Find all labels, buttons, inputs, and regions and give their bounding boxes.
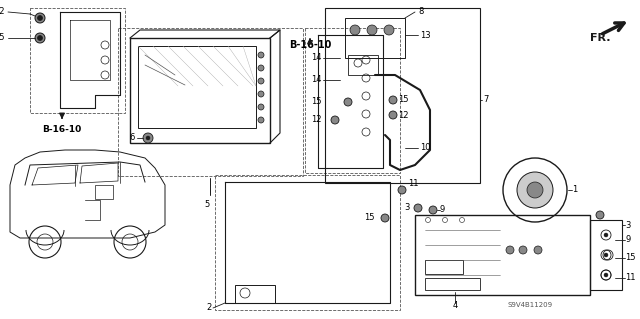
Circle shape xyxy=(38,16,42,20)
Circle shape xyxy=(604,273,608,277)
Circle shape xyxy=(331,116,339,124)
Circle shape xyxy=(146,136,150,140)
Text: 14: 14 xyxy=(312,54,322,63)
Bar xyxy=(305,28,400,173)
Bar xyxy=(118,28,303,176)
Circle shape xyxy=(258,91,264,97)
Bar xyxy=(235,285,275,303)
Text: 7: 7 xyxy=(483,95,488,105)
Bar xyxy=(215,175,400,310)
Text: 8: 8 xyxy=(418,6,424,16)
Circle shape xyxy=(534,246,542,254)
Circle shape xyxy=(143,133,153,143)
Circle shape xyxy=(35,33,45,43)
Text: 15: 15 xyxy=(365,213,375,222)
Text: 6: 6 xyxy=(130,133,135,143)
Bar xyxy=(425,278,480,290)
Circle shape xyxy=(35,13,45,23)
Text: 12: 12 xyxy=(0,8,5,17)
Text: 4: 4 xyxy=(452,300,458,309)
Circle shape xyxy=(519,246,527,254)
Text: 12: 12 xyxy=(398,110,408,120)
Text: 5: 5 xyxy=(204,200,210,209)
Text: 3: 3 xyxy=(404,204,410,212)
Circle shape xyxy=(527,182,543,198)
Circle shape xyxy=(389,96,397,104)
Bar xyxy=(590,220,622,290)
Circle shape xyxy=(344,98,352,106)
Circle shape xyxy=(596,211,604,219)
Bar xyxy=(130,38,270,143)
Text: 15: 15 xyxy=(398,95,408,105)
Circle shape xyxy=(258,117,264,123)
Bar xyxy=(30,8,125,113)
Text: 11: 11 xyxy=(408,179,419,188)
Bar xyxy=(325,8,480,183)
Circle shape xyxy=(258,78,264,84)
Text: 10: 10 xyxy=(420,144,431,152)
Text: 2: 2 xyxy=(207,303,212,313)
Text: 3: 3 xyxy=(625,220,630,229)
Text: 13: 13 xyxy=(420,31,431,40)
Text: 12: 12 xyxy=(312,115,322,124)
Circle shape xyxy=(414,204,422,212)
Circle shape xyxy=(604,253,608,257)
Text: FR.: FR. xyxy=(590,33,611,43)
Bar xyxy=(95,185,113,199)
Circle shape xyxy=(350,25,360,35)
Bar xyxy=(345,18,405,58)
Text: 15: 15 xyxy=(625,254,636,263)
Circle shape xyxy=(381,214,389,222)
Text: 1: 1 xyxy=(572,186,577,195)
Text: 9: 9 xyxy=(625,235,630,244)
Circle shape xyxy=(258,65,264,71)
Circle shape xyxy=(367,25,377,35)
Circle shape xyxy=(384,25,394,35)
Text: B-16-10: B-16-10 xyxy=(42,125,82,135)
Text: B-16-10: B-16-10 xyxy=(289,40,331,50)
Text: 15: 15 xyxy=(0,33,5,42)
Circle shape xyxy=(38,35,42,41)
Text: 11: 11 xyxy=(625,273,636,283)
Circle shape xyxy=(604,233,608,237)
Bar xyxy=(348,55,378,75)
Circle shape xyxy=(517,172,553,208)
Circle shape xyxy=(506,246,514,254)
Text: 14: 14 xyxy=(312,76,322,85)
Circle shape xyxy=(398,186,406,194)
Circle shape xyxy=(258,104,264,110)
Text: 15: 15 xyxy=(312,98,322,107)
Circle shape xyxy=(429,206,437,214)
Text: S9V4B11209: S9V4B11209 xyxy=(508,302,552,308)
Bar xyxy=(415,215,590,295)
Bar xyxy=(425,260,463,274)
Text: 9: 9 xyxy=(440,205,445,214)
Circle shape xyxy=(258,52,264,58)
Bar xyxy=(138,46,256,128)
Circle shape xyxy=(389,111,397,119)
